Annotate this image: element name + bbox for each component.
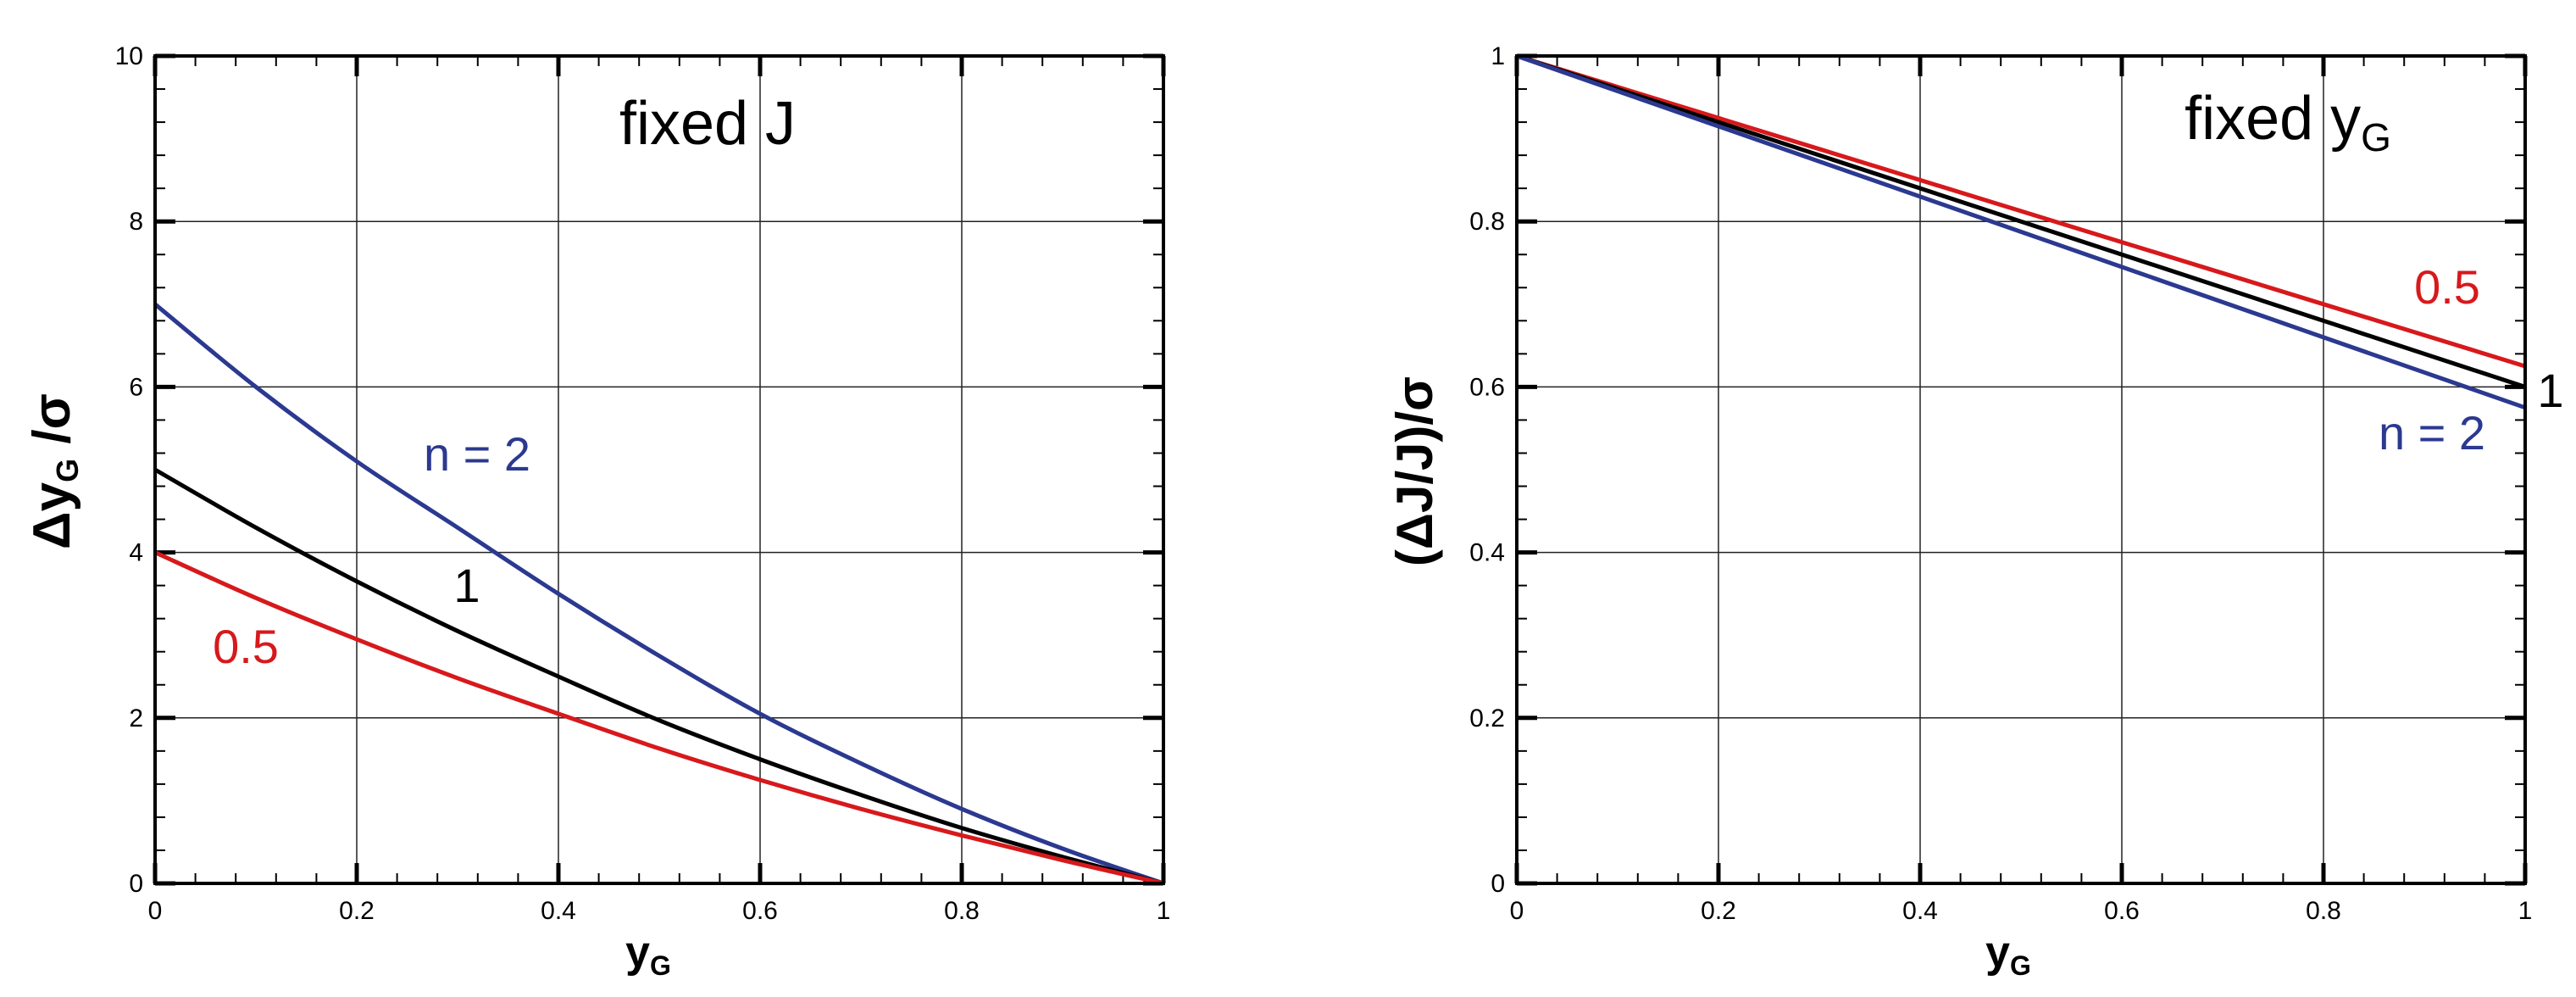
- y-tick-labels: 0 0.2 0.4 0.6 0.8 1: [1469, 42, 1505, 898]
- y-tick-label: 2: [129, 705, 143, 732]
- x-tick-labels: 0 0.2 0.4 0.6 0.8 1: [1510, 897, 2533, 925]
- y-axis-label: (ΔJ/J)/σ: [1386, 376, 1443, 566]
- chart-fixed-j: 0 0.2 0.4 0.6 0.8 1 0 2 4 6 8 10 fixed J n = 2 1 0…: [23, 42, 1170, 981]
- annotation-fixed-j: fixed J: [619, 90, 796, 158]
- series-line-n-2: [153, 302, 1164, 886]
- x-axis-label: yG: [625, 927, 671, 981]
- series-line-0-5: [1516, 53, 2526, 369]
- x-tick-label: 0.4: [541, 897, 576, 925]
- x-tick-label: 0.6: [2104, 897, 2140, 925]
- x-tick-label: 1: [2518, 897, 2533, 925]
- data-series: [153, 302, 1164, 886]
- plot-frame: [153, 54, 1165, 885]
- major-ticks: [1514, 53, 2528, 886]
- series-line-0-5: [153, 550, 1164, 886]
- y-tick-label: 8: [129, 208, 143, 236]
- series-label-n2: n = 2: [2379, 406, 2485, 460]
- x-tick-label: 0.2: [339, 897, 375, 925]
- x-tick-label: 0: [1510, 897, 1524, 925]
- y-tick-label: 0.6: [1469, 373, 1505, 401]
- y-tick-label: 0: [1491, 870, 1505, 898]
- x-tick-label: 0.8: [944, 897, 980, 925]
- x-tick-label: 0.4: [1902, 897, 1938, 925]
- y-tick-label: 10: [115, 42, 143, 70]
- x-tick-label: 0.8: [2306, 897, 2341, 925]
- major-ticks: [153, 53, 1166, 886]
- x-tick-label: 0.2: [1701, 897, 1736, 925]
- x-axis-label: yG: [1985, 927, 2031, 981]
- grid-lines: [1517, 56, 2525, 883]
- y-tick-label: 6: [129, 373, 143, 401]
- y-tick-label: 0.4: [1469, 539, 1505, 567]
- y-axis-label: ΔyG /σ: [23, 393, 85, 549]
- series-line-n-2: [1516, 53, 2526, 410]
- series-label-0-5: 0.5: [213, 620, 279, 673]
- y-tick-label: 1: [1491, 42, 1505, 70]
- data-series: [1516, 53, 2526, 410]
- chart-fixed-yg: 0 0.2 0.4 0.6 0.8 1 0 0.2 0.4 0.6 0.8 1 fixed yG 0…: [1386, 42, 2564, 981]
- series-label-n2: n = 2: [424, 427, 530, 481]
- series-line-1: [1516, 53, 2526, 389]
- grid-lines: [155, 56, 1163, 883]
- series-label-0-5: 0.5: [2414, 260, 2480, 314]
- series-label-1: 1: [2537, 364, 2563, 417]
- y-tick-label: 0.8: [1469, 208, 1505, 236]
- x-tick-label: 0.6: [742, 897, 778, 925]
- x-tick-label: 0: [148, 897, 163, 925]
- minor-ticks: [155, 56, 1163, 883]
- y-tick-label: 0: [129, 870, 143, 898]
- plot-frame: [1515, 54, 2527, 885]
- minor-ticks: [1517, 56, 2525, 883]
- y-tick-labels: 0 2 4 6 8 10: [115, 42, 143, 898]
- annotation-fixed-yg: fixed yG: [2185, 85, 2391, 159]
- y-tick-label: 0.2: [1469, 705, 1505, 732]
- series-label-1: 1: [453, 559, 480, 612]
- series-line-1: [153, 467, 1164, 886]
- x-tick-labels: 0 0.2 0.4 0.6 0.8 1: [148, 897, 1171, 925]
- x-tick-label: 1: [1157, 897, 1171, 925]
- y-tick-label: 4: [129, 539, 143, 567]
